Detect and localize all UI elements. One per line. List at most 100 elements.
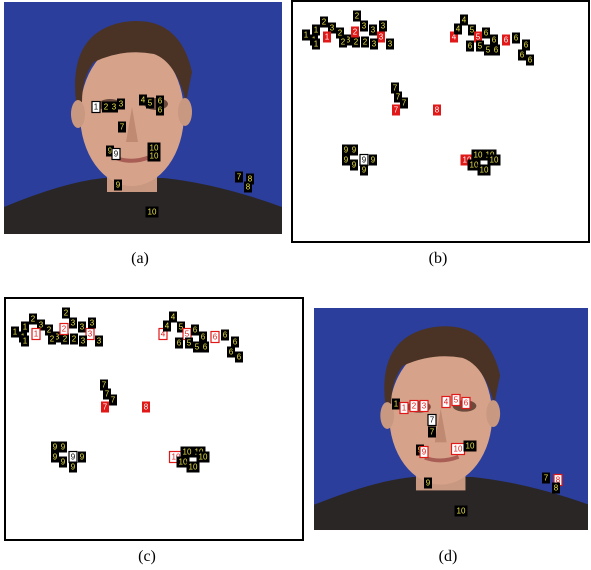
marker-label: 9 (422, 448, 427, 457)
marker-label: 7 (120, 123, 125, 132)
marker-label: 10 (480, 166, 489, 175)
marker-label: 4 (444, 398, 449, 407)
marker-label: 1 (314, 40, 319, 49)
marker-label: 7 (402, 99, 407, 108)
marker-label: 6 (494, 46, 499, 55)
marker-label: 6 (484, 29, 489, 38)
marker-label: 9 (80, 453, 85, 462)
marker-label: 5 (476, 33, 481, 42)
marker-label: 9 (116, 181, 121, 190)
marker-label: 9 (61, 443, 66, 452)
marker-label: 7 (394, 106, 399, 115)
marker-label: 6 (158, 97, 163, 106)
marker-label: 1 (325, 33, 330, 42)
marker-label: 7 (102, 381, 107, 390)
caption: (c) (138, 548, 156, 565)
marker-label: 1 (23, 323, 28, 332)
marker-label: 2 (338, 29, 343, 38)
marker-label: 9 (71, 453, 76, 462)
marker-label: 7 (111, 396, 116, 405)
marker-label: 2 (363, 38, 368, 47)
marker-label: 8 (554, 484, 559, 493)
marker-label: 2 (104, 103, 109, 112)
marker-label: 1 (304, 31, 309, 40)
marker-label: 9 (352, 161, 357, 170)
marker-label: 8 (144, 403, 149, 412)
marker-label: 10 (490, 156, 499, 165)
marker-label: 8 (246, 183, 251, 192)
caption: (b) (429, 250, 448, 267)
marker-label: 3 (71, 319, 76, 328)
marker-label: 6 (524, 41, 529, 50)
marker-label: 9 (344, 146, 349, 155)
marker-label: 4 (456, 25, 461, 34)
marker-label: 3 (381, 22, 386, 31)
marker-label: 2 (31, 315, 36, 324)
marker-label: 6 (468, 42, 473, 51)
marker-label: 10 (189, 463, 198, 472)
marker-label: 10 (183, 448, 192, 457)
marker-label: 7 (393, 84, 398, 93)
marker-label: 6 (504, 36, 509, 45)
marker-label: 3 (112, 103, 117, 112)
marker-label: 6 (233, 338, 238, 347)
marker-label: 3 (388, 40, 393, 49)
marker-label: 9 (53, 453, 58, 462)
marker-label: 10 (466, 442, 475, 451)
marker-label: 10 (148, 208, 157, 217)
marker-label: 1 (23, 337, 28, 346)
marker-label: 3 (80, 323, 85, 332)
marker-label: 7 (237, 173, 242, 182)
marker-label: 4 (462, 16, 467, 25)
marker-label: 1 (34, 330, 39, 339)
marker-label: 5 (187, 339, 192, 348)
marker-label: 2 (353, 28, 358, 37)
marker-label: 9 (352, 146, 357, 155)
marker-label: 1 (94, 103, 99, 112)
marker-label: 6 (229, 348, 234, 357)
caption: (a) (131, 250, 149, 267)
marker-label: 4 (165, 322, 170, 331)
photo-d (314, 308, 589, 531)
marker-label: 6 (520, 51, 525, 60)
marker-label: 3 (88, 330, 93, 339)
marker-label: 8 (435, 106, 440, 115)
marker-label: 5 (195, 343, 200, 352)
marker-label: 3 (422, 402, 427, 411)
marker-label: 6 (213, 333, 218, 342)
marker-label: 1 (13, 328, 18, 337)
marker-label: 10 (457, 507, 466, 516)
marker-label: 9 (362, 166, 367, 175)
marker-label: 3 (371, 26, 376, 35)
marker-label: 3 (97, 337, 102, 346)
marker-label: 5 (478, 42, 483, 51)
marker-label: 7 (430, 428, 435, 437)
marker-label: 7 (544, 474, 549, 483)
marker-label: 5 (486, 46, 491, 55)
marker-label: 2 (341, 38, 346, 47)
marker-label: 9 (71, 463, 76, 472)
marker-label: 4 (171, 313, 176, 322)
marker-label: 6 (201, 333, 206, 342)
marker-label: 6 (193, 326, 198, 335)
marker-label: 6 (158, 106, 163, 115)
marker-label: 9 (53, 443, 58, 452)
photo-a (4, 2, 282, 234)
marker-label: 2 (62, 325, 67, 334)
marker-label: 9 (344, 156, 349, 165)
marker-label: 1 (314, 26, 319, 35)
marker-label: 1 (402, 404, 407, 413)
marker-label: 2 (412, 402, 417, 411)
marker-label: 10 (454, 445, 463, 454)
marker-label: 1 (394, 400, 399, 409)
marker-label: 9 (61, 458, 66, 467)
marker-label: 7 (430, 416, 435, 425)
marker-label: 3 (119, 100, 124, 109)
marker-label: 9 (114, 150, 119, 159)
marker-label: 2 (354, 38, 359, 47)
marker-label: 2 (50, 335, 55, 344)
marker-label: 3 (362, 22, 367, 31)
marker-label: 6 (492, 36, 497, 45)
marker-label: 3 (90, 319, 95, 328)
marker-label: 10 (474, 151, 483, 160)
